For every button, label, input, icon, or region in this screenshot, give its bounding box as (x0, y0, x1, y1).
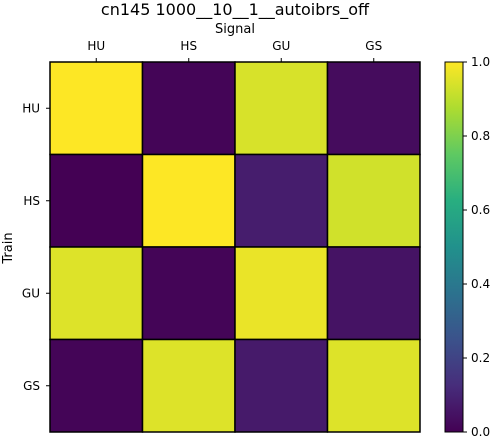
heatmap-cell (326, 153, 421, 248)
colorbar-tick-label: 0.4 (471, 277, 490, 291)
plot-frame (49, 61, 421, 433)
colorbar-tick-label: 1.0 (471, 55, 490, 69)
heatmap-cells (49, 61, 421, 433)
x-axis-label: Signal (215, 22, 255, 37)
colorbar (444, 61, 464, 433)
x-tick-label: GS (365, 39, 382, 53)
colorbar-tick-label: 0.2 (471, 351, 490, 365)
y-tick-label: GU (22, 286, 40, 300)
chart-title: cn145 1000__10__1__autoibrs_off (101, 0, 370, 20)
y-axis-label: Train (1, 232, 16, 264)
heatmap-cell (49, 338, 144, 433)
heatmap-cell (234, 246, 329, 341)
heatmap-cell (234, 61, 329, 156)
heatmap-cell (49, 153, 144, 248)
x-tick-label: HS (180, 39, 197, 53)
y-tick-label: HS (23, 194, 40, 208)
heatmap-cell (326, 246, 421, 341)
colorbar-tick-label: 0.0 (471, 425, 490, 439)
y-ticks: HU HS GU GS (22, 101, 50, 393)
heatmap-cell (49, 61, 144, 156)
heatmap-cell (234, 338, 329, 433)
y-tick-label: HU (22, 101, 40, 115)
y-tick-label: GS (23, 379, 40, 393)
x-tick-label: GU (272, 39, 290, 53)
colorbar-tick-label: 0.6 (471, 203, 490, 217)
colorbar-ticks: 0.0 0.2 0.4 0.6 0.8 1.0 (463, 55, 490, 439)
heatmap-cell (326, 61, 421, 156)
x-ticks: HU HS GU GS (87, 39, 382, 62)
x-tick-label: HU (87, 39, 105, 53)
heatmap-cell (326, 338, 421, 433)
heatmap-cell (234, 153, 329, 248)
heatmap-cell (49, 246, 144, 341)
heatmap-cell (141, 153, 236, 248)
heatmap-cell (141, 246, 236, 341)
heatmap-cell (141, 61, 236, 156)
heatmap-cell (141, 338, 236, 433)
colorbar-tick-label: 0.8 (471, 129, 490, 143)
